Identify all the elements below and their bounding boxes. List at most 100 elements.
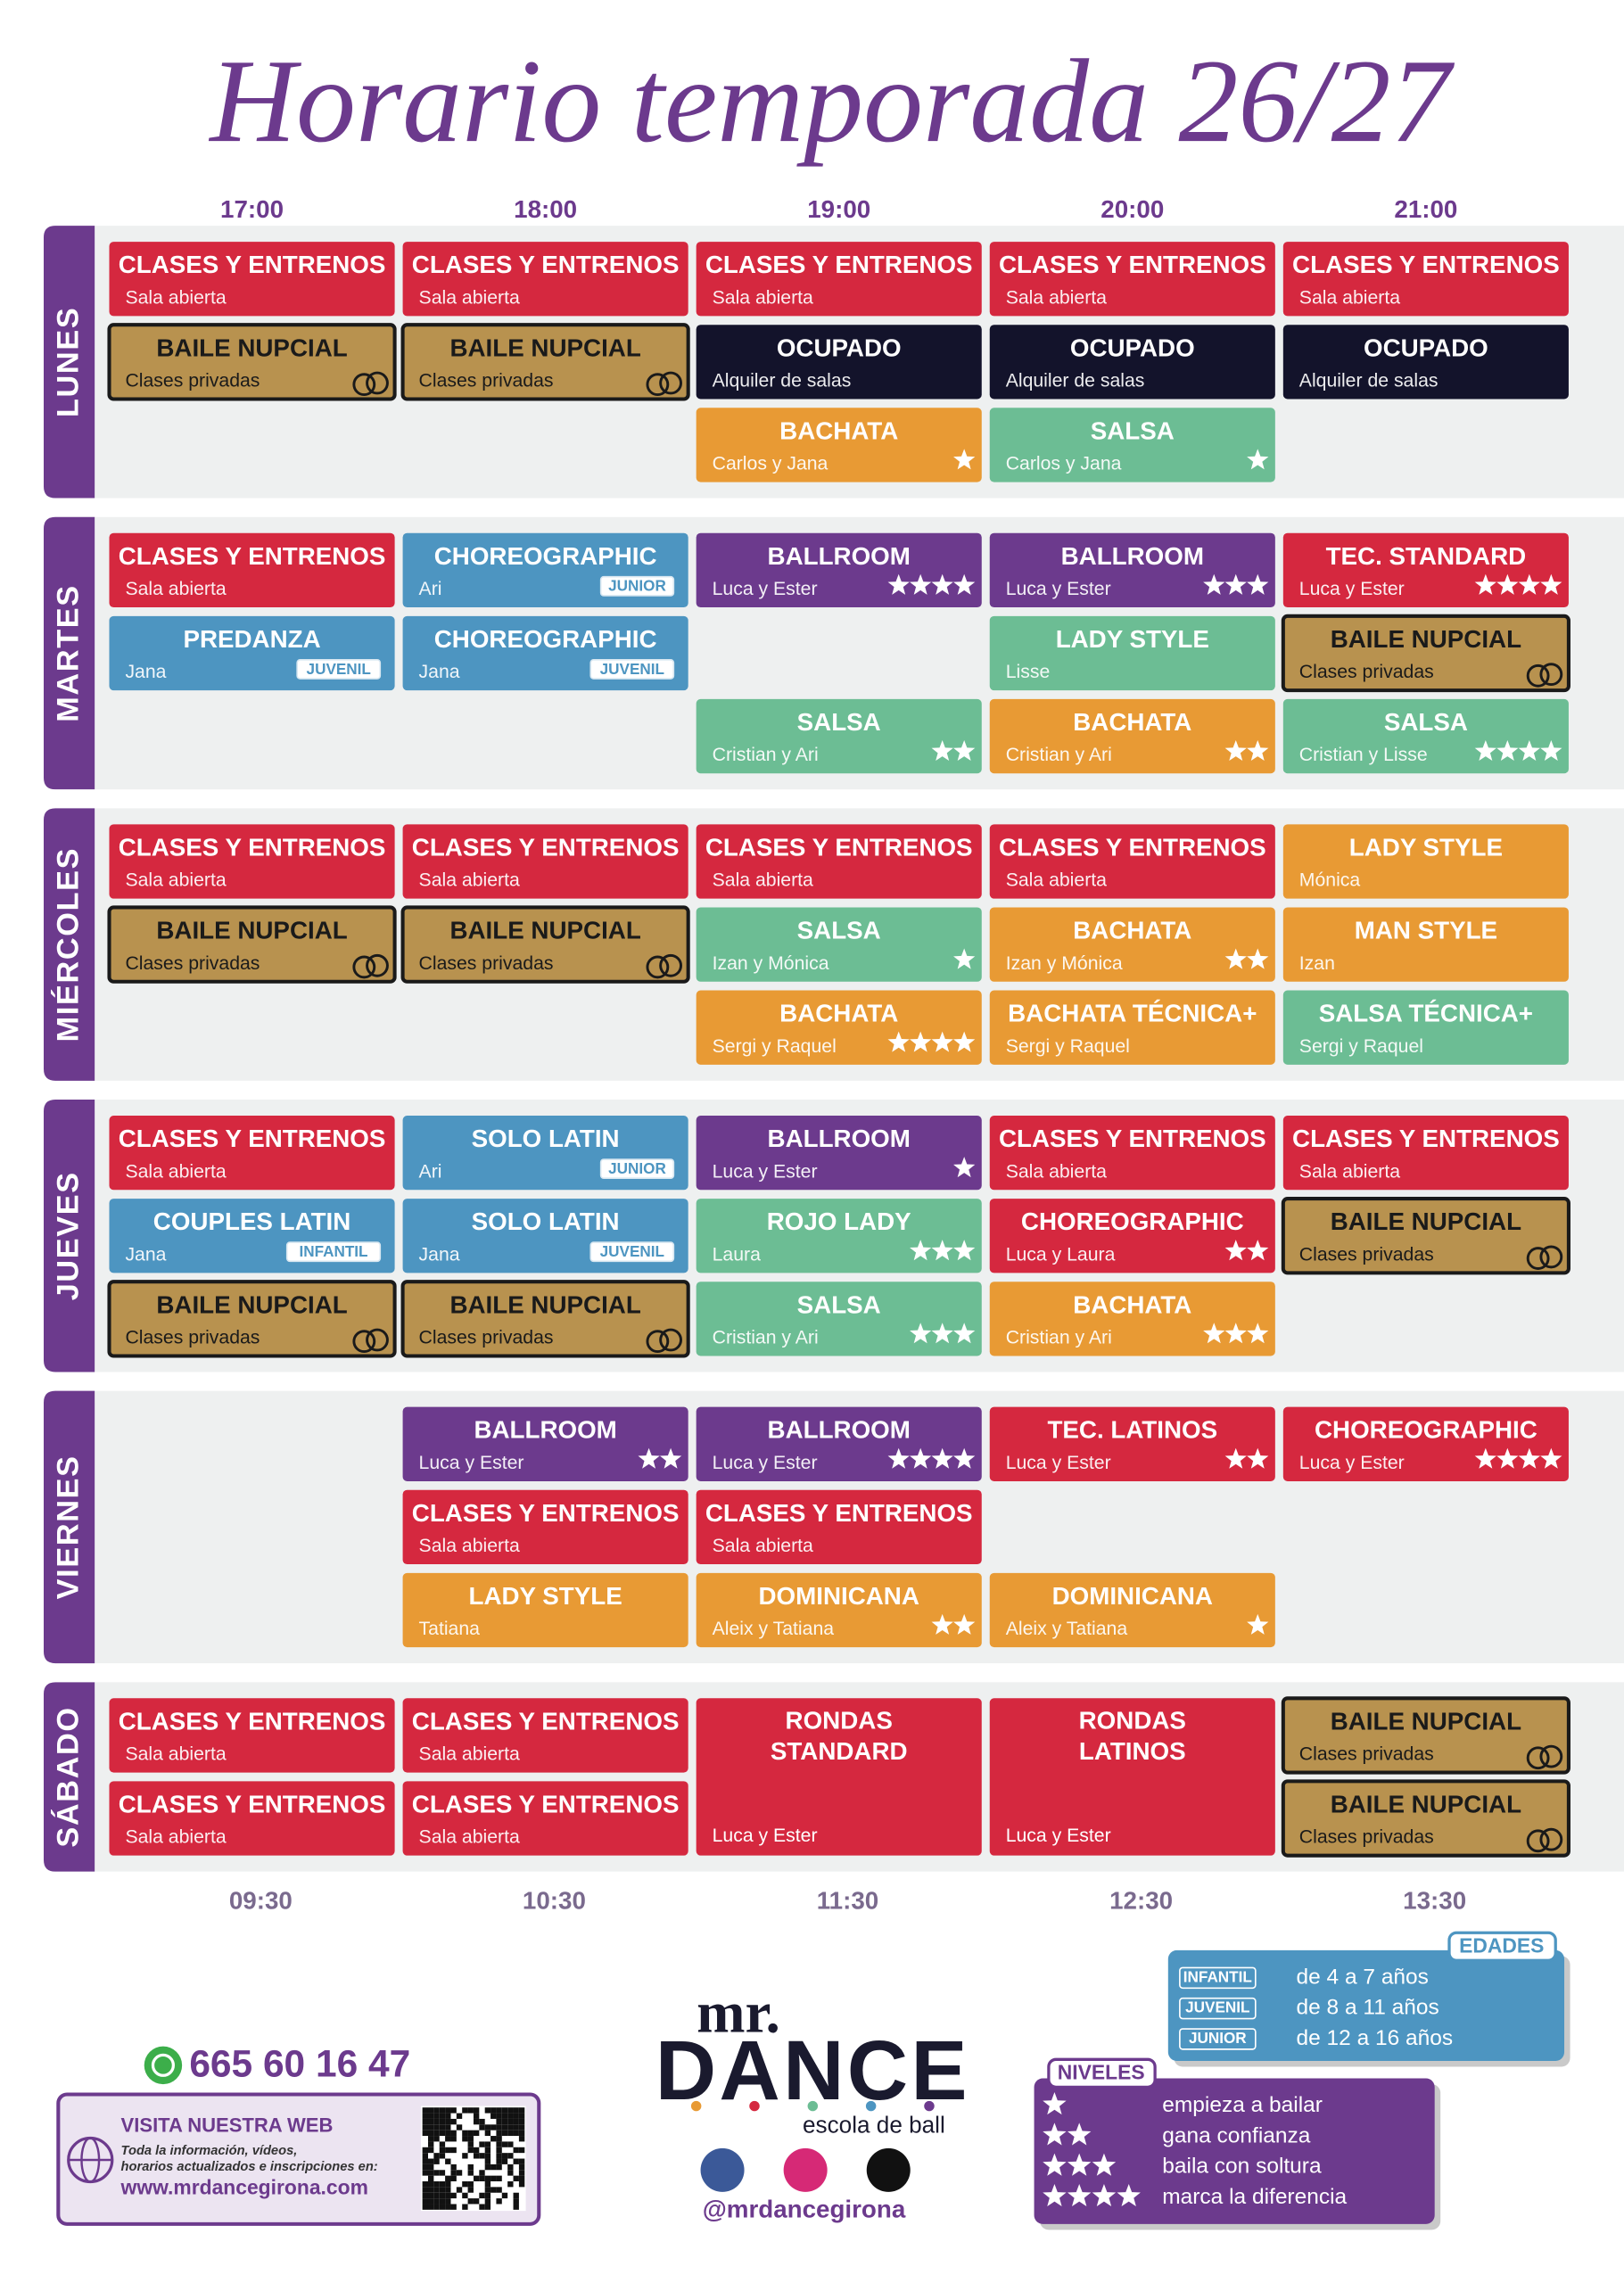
qr-cell	[422, 2204, 428, 2210]
qr-cell	[501, 2141, 508, 2147]
ring-icon	[1526, 1247, 1550, 1270]
qr-cell	[513, 2124, 519, 2131]
cell-bg	[989, 532, 1275, 608]
qr-cell	[484, 2141, 491, 2147]
cell-bg	[989, 990, 1275, 1065]
class-cell: OCUPADO Alquiler de salas	[696, 325, 982, 400]
qr-cell	[450, 2175, 457, 2182]
ring-icon	[1526, 1829, 1550, 1853]
cell-title: BALLROOM	[474, 1416, 616, 1444]
qr-cell	[445, 2130, 451, 2137]
qr-cell	[433, 2130, 440, 2137]
age-badge-bg	[1179, 2028, 1257, 2050]
cell-sub: Laura	[713, 1244, 761, 1265]
logo-dot	[690, 2100, 702, 2112]
star	[910, 1323, 932, 1344]
level-star	[1043, 2183, 1067, 2207]
class-cell: BAILE NUPCIAL Clases privadas	[107, 323, 397, 401]
star	[953, 1240, 976, 1261]
cell-title: BACHATA	[1073, 1290, 1191, 1318]
cell-sub: Sala abierta	[419, 1827, 520, 1848]
class-cell: SALSA Carlos y Jana	[989, 408, 1275, 482]
cell-bg	[400, 323, 690, 401]
cell-sub: Luca y Laura	[1006, 1244, 1116, 1265]
qr-cell	[467, 2170, 474, 2176]
day-label: MIÉRCOLES	[49, 847, 85, 1043]
qr-cell	[507, 2107, 514, 2114]
badge-bg	[589, 1241, 675, 1263]
qr-cell	[445, 2118, 451, 2125]
cell-title: CLASES Y ENTRENOS	[119, 1125, 386, 1152]
cell-title: CHOREOGRAPHIC	[434, 625, 657, 653]
cell-sub: Sala abierta	[1006, 870, 1107, 891]
qr-cell	[462, 2204, 468, 2210]
class-cell: COUPLES LATIN Jana INFANTIL	[109, 1199, 395, 1273]
cell-bg	[1282, 907, 1569, 982]
class-cell: TEC. LATINOS Luca y Ester	[989, 1406, 1275, 1481]
star	[1474, 1447, 1496, 1469]
qr-cell	[479, 2192, 485, 2199]
qr-cell	[490, 2113, 497, 2119]
day-label: VIERNES	[51, 1455, 85, 1599]
level-text: gana confianza	[1162, 2123, 1310, 2147]
qr-cell	[467, 2198, 474, 2205]
qr-cell	[439, 2141, 446, 2147]
star	[1247, 1240, 1269, 1261]
cell-title: CLASES Y ENTRENOS	[119, 542, 386, 570]
time-top: 21:00	[1394, 195, 1457, 223]
qr-cell	[445, 2107, 451, 2114]
cell-bg	[402, 824, 688, 899]
qr-cell	[513, 2113, 519, 2119]
level-star	[1067, 2183, 1092, 2207]
qr-cell	[422, 2170, 428, 2176]
star	[1203, 1323, 1225, 1344]
star	[953, 449, 976, 470]
qr-cell	[479, 2141, 485, 2147]
cell-title: CLASES Y ENTRENOS	[999, 1125, 1266, 1152]
star	[931, 573, 953, 595]
cell-sub: Sala abierta	[125, 870, 226, 891]
qr-cell	[479, 2170, 485, 2176]
qr-cell	[427, 2113, 434, 2119]
class-cell: CLASES Y ENTRENOS Sala abierta	[109, 532, 395, 608]
cell-sub: Ari	[419, 1161, 442, 1182]
cell-bg	[1282, 242, 1569, 317]
star	[953, 1447, 976, 1469]
day-bar	[44, 1100, 95, 1372]
qr-cell	[439, 2130, 446, 2137]
ring-icon	[659, 371, 682, 395]
class-cell: LADY STYLE Mónica	[1282, 824, 1569, 899]
cell-sub: Clases privadas	[1299, 1744, 1434, 1765]
star	[931, 1031, 953, 1052]
cell-bg	[989, 1698, 1275, 1856]
cell-title: CLASES Y ENTRENOS	[705, 1499, 973, 1527]
qr-cell	[427, 2124, 434, 2131]
class-cell: PREDANZA Jana JUVENIL	[109, 615, 395, 691]
qr-cell	[439, 2113, 446, 2119]
class-cell: CLASES Y ENTRENOS Sala abierta	[402, 1781, 688, 1856]
cell-title: CLASES Y ENTRENOS	[119, 1790, 386, 1817]
cell-bg	[107, 905, 397, 984]
star	[1224, 1447, 1247, 1469]
qr-cell	[445, 2136, 451, 2142]
cell-sub: Izan y Mónica	[713, 953, 829, 974]
star	[1247, 1447, 1269, 1469]
web-box	[56, 2092, 541, 2226]
cell-bg	[107, 1280, 397, 1358]
cell-bg	[1282, 532, 1569, 608]
qr-cell	[496, 2198, 502, 2205]
qr-cell	[473, 2118, 480, 2125]
cell-title: BAILE NUPCIAL	[1331, 1707, 1521, 1735]
whatsapp-icon	[144, 2046, 183, 2085]
qr-cell	[450, 2204, 457, 2210]
cell-bg	[1282, 325, 1569, 400]
qr-cell	[467, 2163, 474, 2171]
qr-cell	[422, 2158, 428, 2164]
qr-cell	[439, 2204, 446, 2210]
badge-bg	[599, 1158, 675, 1180]
qr-cell	[450, 2136, 457, 2142]
cell-sub: Jana	[125, 662, 166, 682]
web-title: VISITA NUESTRA WEB	[121, 2114, 334, 2136]
whatsapp-inner	[151, 2053, 175, 2077]
qr-cell	[518, 2175, 525, 2182]
